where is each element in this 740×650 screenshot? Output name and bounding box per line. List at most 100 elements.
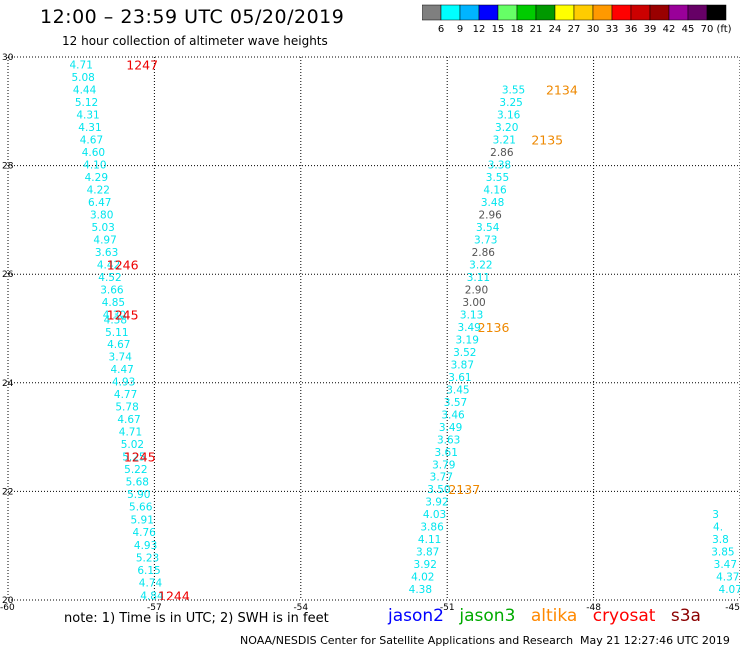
x-tick-label: -54 bbox=[293, 603, 308, 613]
wave-height-value: 3.55 bbox=[486, 172, 509, 184]
chart-title: 12:00 – 23:59 UTC 05/20/2019 bbox=[40, 6, 345, 28]
wave-height-value: 4.77 bbox=[114, 389, 137, 401]
wave-height-value: 5.90 bbox=[127, 489, 150, 501]
wave-height-value: 3.77 bbox=[430, 472, 453, 484]
wave-height-value: 3.45 bbox=[446, 384, 469, 396]
pass-time-label: 2134 bbox=[546, 83, 578, 98]
data-layer: 4.844.746.155.234.934.765.915.665.905.68… bbox=[70, 58, 740, 604]
wave-height-value: 4.93 bbox=[134, 540, 157, 552]
wave-height-value: 3.74 bbox=[109, 352, 133, 364]
wave-height-value: 4.29 bbox=[85, 172, 108, 184]
color-swatch-label: 21 bbox=[530, 24, 543, 34]
wave-height-value: 3.46 bbox=[441, 409, 465, 421]
color-swatch-label: 15 bbox=[492, 24, 505, 34]
legend-altika: altika bbox=[530, 606, 578, 626]
units-note: note: 1) Time is in UTC; 2) SWH is in fe… bbox=[64, 611, 329, 626]
wave-height-value: 4.74 bbox=[139, 578, 163, 590]
wave-height-value: 4.52 bbox=[98, 272, 121, 284]
wave-height-value: 3.11 bbox=[467, 272, 490, 284]
x-tick-label: -48 bbox=[586, 603, 601, 613]
wave-height-value: 3.54 bbox=[476, 222, 500, 234]
wave-height-value: 3.57 bbox=[444, 397, 467, 409]
wave-height-value: 4.76 bbox=[132, 527, 156, 539]
wave-height-value: 3.20 bbox=[495, 122, 518, 134]
wave-height-value: 3.16 bbox=[497, 110, 521, 122]
wave-height-value: 5.78 bbox=[115, 402, 138, 414]
wave-height-value: 4.60 bbox=[82, 147, 105, 159]
wave-height-value: 3.00 bbox=[462, 297, 485, 309]
wave-height-value: 4.03 bbox=[423, 509, 446, 521]
color-swatch-label: 6 bbox=[438, 24, 444, 34]
wave-height-value: 5.68 bbox=[126, 477, 149, 489]
wave-height-value: 3.87 bbox=[416, 547, 439, 559]
wave-height-value: 3.19 bbox=[456, 334, 479, 346]
pass-time-label: 2135 bbox=[531, 133, 563, 148]
wave-height-value: 2.96 bbox=[478, 209, 502, 221]
chart-subtitle: 12 hour collection of altimeter wave hei… bbox=[62, 34, 328, 48]
wave-height-value: 6.47 bbox=[88, 197, 111, 209]
wave-height-value: 4.10 bbox=[83, 160, 106, 172]
wave-height-value: 3.21 bbox=[493, 135, 516, 147]
wave-height-value: 5.66 bbox=[129, 502, 153, 514]
x-tick-label: -60 bbox=[0, 603, 15, 613]
color-swatch-label: 30 bbox=[587, 24, 600, 34]
color-swatch-label: 9 bbox=[457, 24, 463, 34]
wave-height-value: 3.61 bbox=[435, 447, 458, 459]
wave-height-value: 4.11 bbox=[418, 534, 441, 546]
wave-height-value: 4.22 bbox=[87, 184, 110, 196]
legend-jason2: jason2 bbox=[388, 606, 444, 626]
wave-height-value: 2.86 bbox=[472, 247, 496, 259]
wave-height-value: 3.63 bbox=[95, 247, 118, 259]
pass-time-label: 1245 bbox=[124, 450, 156, 465]
wave-height-value: 3.92 bbox=[425, 497, 448, 509]
wave-height-value: 4.31 bbox=[78, 122, 101, 134]
legend-s3a: s3a bbox=[670, 606, 701, 626]
wave-height-value: 4.71 bbox=[119, 427, 142, 439]
satellite-legend: jason2 jason3 altika cryosat s3a bbox=[388, 606, 711, 626]
wave-height-value: 5.22 bbox=[124, 464, 147, 476]
color-swatch-label: 39 bbox=[644, 24, 657, 34]
wave-height-value: 3.79 bbox=[432, 459, 455, 471]
legend-cryosat: cryosat bbox=[592, 606, 656, 626]
wave-height-value: 5.02 bbox=[121, 439, 144, 451]
y-tick-label: 24 bbox=[2, 379, 14, 389]
wave-height-value: 3 bbox=[712, 509, 719, 521]
y-tick-label: 20 bbox=[2, 596, 14, 606]
wave-height-value: 5.08 bbox=[71, 72, 94, 84]
y-tick-label: 26 bbox=[2, 270, 14, 280]
legend-jason3: jason3 bbox=[459, 606, 516, 626]
generated-timestamp: May 21 12:27:46 UTC 2019 bbox=[580, 634, 730, 647]
wave-height-value: 3.38 bbox=[488, 160, 511, 172]
wave-height-value: 4.38 bbox=[409, 584, 432, 596]
wave-height-value: 4.84 bbox=[140, 591, 164, 603]
wave-height-value: 4.38 bbox=[104, 314, 127, 326]
wave-height-value: 3.49 bbox=[457, 322, 480, 334]
wave-height-value: 4.85 bbox=[102, 297, 125, 309]
color-swatch-label: 12 bbox=[473, 24, 486, 34]
wave-height-value: 5.25 bbox=[122, 452, 145, 464]
wave-height-value: 3.47 bbox=[714, 559, 737, 571]
color-swatch-label: 45 bbox=[682, 24, 695, 34]
x-tick-label: -51 bbox=[440, 603, 455, 613]
wave-height-value: 4. bbox=[713, 522, 723, 534]
credit-line: NOAA/NESDIS Center for Satellite Applica… bbox=[240, 634, 574, 647]
wave-height-value: 4.67 bbox=[117, 414, 140, 426]
pass-time-label: 1245 bbox=[107, 307, 139, 322]
pass-time-label: 1244 bbox=[158, 589, 190, 604]
wave-height-value: 4.42 bbox=[97, 259, 120, 271]
wave-height-value: 3.92 bbox=[414, 559, 437, 571]
wave-height-value: 4.93 bbox=[112, 377, 135, 389]
wave-height-value: 3.8 bbox=[712, 534, 729, 546]
wave-height-value: 3.50 bbox=[427, 484, 450, 496]
wave-height-value: 4.30 bbox=[103, 309, 126, 321]
wave-height-value: 3.63 bbox=[437, 434, 460, 446]
color-scale-legend: 6 9 12 15 18 21 24 27 30 33 36 39 42 45 70 (ft) bbox=[422, 4, 732, 34]
wave-height-value: 4.31 bbox=[76, 110, 99, 122]
wave-height-value: 3.25 bbox=[499, 97, 522, 109]
wave-height-value: 4.16 bbox=[483, 184, 507, 196]
wave-height-value: 3.48 bbox=[481, 197, 504, 209]
color-swatch-label: 24 bbox=[549, 24, 562, 34]
wave-height-value: 5.12 bbox=[75, 97, 98, 109]
pass-time-label: 2137 bbox=[448, 482, 480, 497]
